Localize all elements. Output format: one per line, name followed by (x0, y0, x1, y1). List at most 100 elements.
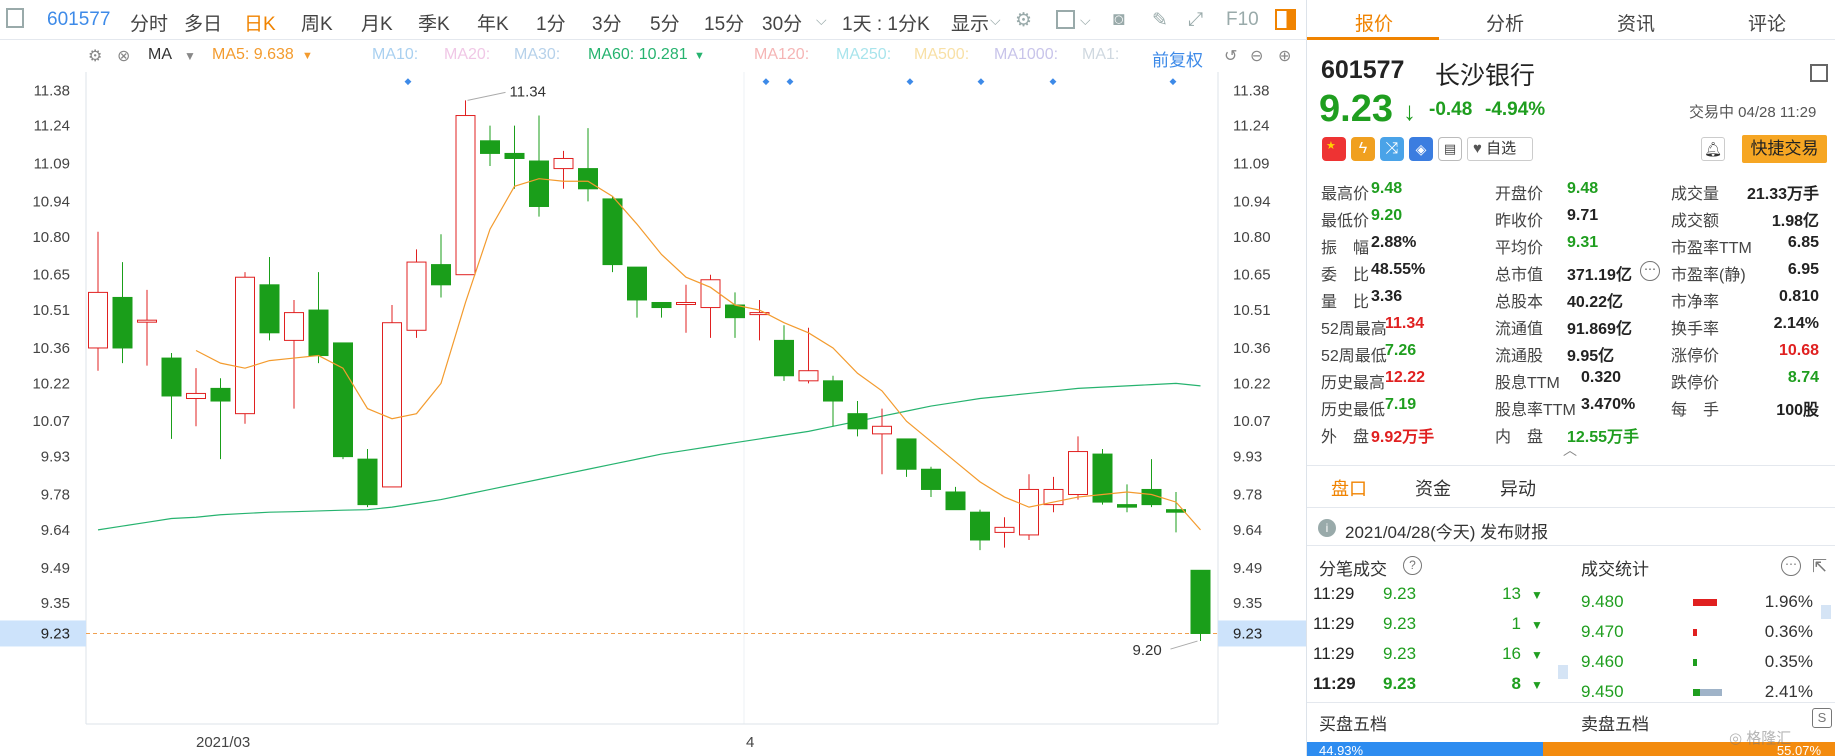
sidebar-toggle-icon[interactable] (6, 8, 24, 28)
camera-icon[interactable]: ◙ (1113, 9, 1125, 30)
tab-rik[interactable]: 日K (244, 14, 276, 35)
event-marker-icon[interactable]: ◆ (1170, 76, 1177, 86)
stat-label: 委 比 (1321, 267, 1370, 284)
stat-value: 7.19 (1385, 396, 1417, 413)
tab-1fen[interactable]: 1分 (536, 14, 566, 35)
ticks-scrollbar[interactable] (1558, 665, 1568, 679)
quote-code: 601577 (1321, 56, 1405, 84)
ma10-label: MA10: (372, 46, 419, 63)
event-marker-icon[interactable]: ◆ (787, 76, 794, 86)
display-menu[interactable]: 显示 (951, 14, 990, 35)
y-tick-right: 10.07 (1233, 413, 1271, 430)
tab-analysis[interactable]: 分析 (1486, 14, 1525, 35)
y-tick-right: 11.09 (1233, 156, 1269, 173)
ma-chevron-icon[interactable]: ▼ (184, 49, 196, 63)
event-marker-icon[interactable]: ◆ (763, 76, 770, 86)
stat-value: 6.85 (1787, 234, 1819, 251)
cycle-select[interactable]: 1天 : 1分K (842, 14, 930, 35)
candle-body (872, 425, 892, 435)
candle-body (1068, 451, 1088, 496)
stat-label: 成交量 (1671, 186, 1720, 203)
volstat-price: 9.470 (1581, 622, 1624, 641)
display-chevron-icon[interactable]: ⌵ (990, 12, 1001, 28)
tab-5fen[interactable]: 5分 (650, 14, 680, 35)
ma60-chevron-icon[interactable]: ▼ (694, 50, 705, 62)
y-tick-left: 9.78 (41, 487, 70, 504)
more-icon[interactable]: ⋯ (1781, 556, 1801, 576)
zoom-in-icon[interactable]: ⊕ (1278, 48, 1292, 65)
gear-icon[interactable]: ⚙ (1015, 10, 1033, 31)
stat-value: 48.55% (1371, 261, 1426, 278)
y-tick-right: 9.49 (1233, 560, 1262, 577)
china-flag-icon[interactable]: ★ (1322, 137, 1346, 161)
kline-chart[interactable]: 11.38 11.38 11.24 11.24 11.09 11.09 10.94 10.94… (0, 72, 1306, 756)
volstat-price: 9.460 (1581, 652, 1624, 671)
subtab-funds[interactable]: 资金 (1415, 479, 1451, 499)
tab-news[interactable]: 资讯 (1617, 14, 1656, 35)
ma5-chevron-icon[interactable]: ▼ (302, 50, 313, 62)
layout-chevron-icon[interactable]: ⌵ (1080, 12, 1091, 28)
more-icon[interactable]: ⋯ (1640, 261, 1660, 281)
tab-jik[interactable]: 季K (418, 14, 450, 35)
candle-body (186, 392, 206, 400)
tab-duori[interactable]: 多日 (184, 14, 223, 35)
tab-15fen[interactable]: 15分 (704, 14, 745, 35)
tab-comments[interactable]: 评论 (1748, 14, 1787, 35)
notice-text[interactable]: 2021/04/28(今天) 发布财报 (1345, 523, 1549, 542)
candle-body (210, 387, 231, 402)
tab-fenshi[interactable]: 分时 (130, 14, 169, 35)
zoom-out-icon[interactable]: ⊖ (1250, 48, 1264, 65)
candle-body (480, 140, 500, 154)
stat-value: 9.31 (1567, 234, 1599, 251)
tag-icon[interactable]: ◈ (1409, 137, 1433, 161)
event-marker-icon[interactable]: ◆ (405, 76, 412, 86)
event-marker-icon[interactable]: ◆ (978, 76, 985, 86)
fullscreen-icon[interactable]: ⤢ (1188, 9, 1204, 30)
help-icon[interactable]: ? (1403, 556, 1422, 575)
high-annotation-label: 11.34 (510, 83, 546, 100)
buy-ratio-bar: 44.93% (1307, 742, 1543, 756)
volstat-scrollbar[interactable] (1821, 605, 1831, 619)
layout-icon[interactable] (1056, 10, 1075, 29)
tab-3fen[interactable]: 3分 (592, 14, 622, 35)
shuffle-icon[interactable]: ⤨ (1380, 137, 1404, 161)
pen-icon[interactable]: ✎ (1152, 10, 1168, 31)
subtab-pankou[interactable]: 盘口 (1331, 479, 1367, 499)
tick-down-arrow-icon: ▼ (1531, 618, 1543, 632)
tab-30fen[interactable]: 30分 (762, 14, 803, 35)
tick-down-arrow-icon: ▼ (1531, 588, 1543, 602)
quick-trade-button[interactable]: 快捷交易 (1742, 135, 1827, 163)
watch-button[interactable]: ♥ 自选 (1467, 137, 1533, 161)
ma-select[interactable]: MA (148, 46, 172, 63)
tab-yuek[interactable]: 月K (361, 14, 393, 35)
tab-niank[interactable]: 年K (477, 14, 509, 35)
settings-icon[interactable]: ⚙ (88, 48, 103, 65)
ticks-title: 分笔成交 (1319, 560, 1387, 579)
undo-icon[interactable]: ↺ (1224, 48, 1238, 65)
volstat-price: 9.480 (1581, 592, 1624, 611)
panel-toggle-icon[interactable] (1275, 9, 1296, 30)
bell-icon[interactable]: 🔔︎ (1701, 137, 1725, 161)
f10-button[interactable]: F10 (1226, 9, 1259, 30)
candle-body (504, 152, 525, 159)
event-marker-icon[interactable]: ◆ (907, 76, 914, 86)
adjust-button[interactable]: 前复权 (1152, 51, 1203, 70)
close-icon[interactable]: ⊗ (117, 48, 131, 65)
subtab-anomaly[interactable]: 异动 (1500, 479, 1536, 499)
event-marker-icon[interactable]: ◆ (1050, 76, 1057, 86)
lightning-icon[interactable]: ϟ (1351, 137, 1375, 161)
chevron-down-icon[interactable]: ⌵ (816, 12, 827, 28)
stat-label: 昨收价 (1495, 213, 1544, 230)
scroll-s-icon[interactable]: S (1812, 708, 1832, 728)
y-tick-right: 10.51 (1233, 302, 1271, 319)
tab-zhouk[interactable]: 周K (301, 14, 333, 35)
candle-body (1190, 569, 1211, 634)
collapse-icon[interactable]: ⇱ (1812, 556, 1828, 576)
expand-chevron-icon[interactable]: ︿ (1563, 442, 1577, 458)
stat-label: 52周最低 (1321, 348, 1387, 365)
panel-menu-icon[interactable] (1810, 64, 1828, 82)
tab-quote[interactable]: 报价 (1355, 14, 1394, 35)
bookmark-icon[interactable]: ▤ (1438, 137, 1462, 161)
stat-value: 8.74 (1787, 369, 1819, 386)
stock-code[interactable]: 601577 (47, 9, 111, 30)
